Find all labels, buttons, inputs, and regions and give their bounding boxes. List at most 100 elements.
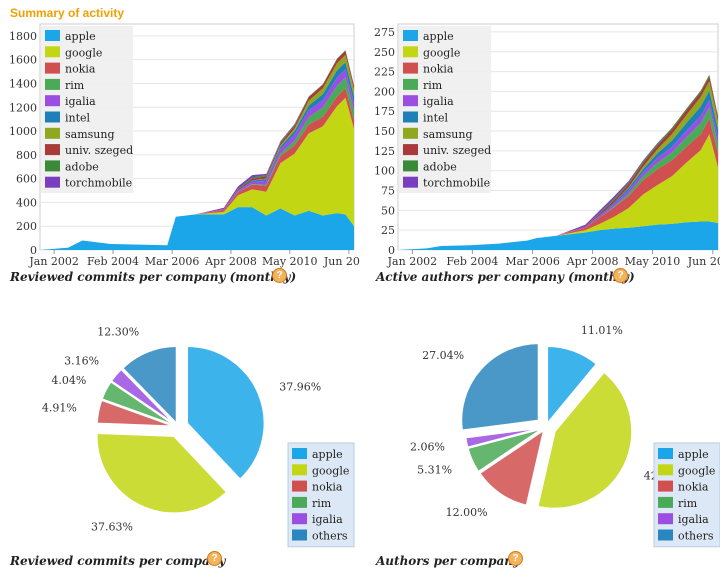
area-series-nokia <box>398 118 718 250</box>
legend-label-torchmobile: torchmobile <box>65 177 132 190</box>
legend-swatch-apple <box>658 448 673 459</box>
y-tick-label: 0 <box>30 244 37 257</box>
legend-label-igalia: igalia <box>65 95 96 108</box>
x-tick-label: Jun 2012 <box>687 255 720 268</box>
x-tick-label: Jan 2002 <box>28 255 79 268</box>
x-tick-label: May 2010 <box>262 255 318 268</box>
legend-swatch-adobe <box>45 160 60 172</box>
pie-label-others: 12.30% <box>97 326 139 339</box>
pie-label-google: 37.63% <box>91 520 133 533</box>
pie-slice-rim <box>101 380 175 426</box>
y-tick-label: 100 <box>374 165 395 178</box>
legend-label-igalia: igalia <box>312 513 343 526</box>
y-tick-label: 50 <box>381 204 395 217</box>
pie-slice-igalia <box>110 368 176 426</box>
legend-swatch-samsung <box>403 127 418 139</box>
y-tick-label: 1200 <box>9 101 37 114</box>
pie-slice-nokia <box>478 428 545 507</box>
pie-label-rim: 4.04% <box>51 374 86 387</box>
authors-pie-caption: Authors per company <box>376 554 520 568</box>
legend-label-apple: apple <box>423 30 454 43</box>
area-series-apple <box>398 221 718 250</box>
pie-slice-others <box>460 342 540 432</box>
legend-label-univ-szeged: univ. szeged <box>423 144 491 157</box>
y-tick-label: 400 <box>16 196 37 209</box>
legend-label-samsung: samsung <box>65 128 115 141</box>
commits-monthly-chart: 0 200 400 600 800 1000 1200 1400 1600 1800 Jan 200… <box>9 23 360 268</box>
legend-swatch-apple <box>45 30 60 41</box>
authors-monthly-caption: Active authors per company (monthly) <box>376 270 635 284</box>
legend-swatch-nokia <box>658 480 673 492</box>
pie-slice-apple <box>546 345 598 426</box>
pie-label-others: 27.04% <box>422 349 464 362</box>
area-series-google <box>398 134 718 250</box>
legend-label-adobe: adobe <box>65 160 99 173</box>
legend-swatch-rim <box>45 78 60 90</box>
pie-slice-rim <box>466 427 543 473</box>
help-icon[interactable]: ? <box>272 268 287 283</box>
y-tick-label: 25 <box>381 224 395 237</box>
legend-swatch-intel <box>45 111 60 123</box>
legend-label-google: google <box>312 464 349 477</box>
legend-swatch-nokia <box>292 480 307 492</box>
legend-label-others: others <box>312 530 348 543</box>
legend-label-rim: rim <box>312 497 332 510</box>
legend-label-univ-szeged: univ. szeged <box>65 144 133 157</box>
x-tick-label: Feb 2004 <box>446 255 498 268</box>
legend-label-intel: intel <box>423 112 449 125</box>
pie-slice-google <box>96 432 228 514</box>
pie-label-igalia: 2.06% <box>410 441 445 454</box>
pie-label-nokia: 12.00% <box>446 506 488 519</box>
help-icon[interactable]: ? <box>207 551 222 566</box>
legend-label-adobe: adobe <box>423 160 457 173</box>
legend-swatch-intel <box>403 111 418 123</box>
y-tick-label: 0 <box>388 244 395 257</box>
legend-swatch-apple <box>292 448 307 459</box>
x-tick-label: Jun 2012 <box>323 255 360 268</box>
pie-label-rim: 5.31% <box>417 463 452 476</box>
legend-swatch-others <box>292 529 307 541</box>
y-tick-label: 225 <box>374 66 395 79</box>
legend-label-torchmobile: torchmobile <box>423 177 490 190</box>
legend-label-nokia: nokia <box>423 63 454 76</box>
y-tick-label: 800 <box>16 149 37 162</box>
legend-label-apple: apple <box>65 30 96 43</box>
legend-swatch-torchmobile <box>45 176 60 188</box>
legend-label-rim: rim <box>678 497 698 510</box>
x-tick-label: May 2010 <box>625 255 681 268</box>
legend-swatch-rim <box>658 496 673 508</box>
x-tick-label: Apr 2008 <box>566 255 619 268</box>
legend-swatch-nokia <box>45 62 60 74</box>
legend-swatch-torchmobile <box>403 176 418 188</box>
legend-swatch-others <box>658 529 673 541</box>
page-title: Summary of activity <box>10 6 125 20</box>
area-series-apple <box>40 207 354 250</box>
pie-slice-apple <box>186 345 266 481</box>
authors-monthly-chart: 0 25 50 75 100 125 150 175 200 225 250 275 Jan 2002 F… <box>374 23 720 268</box>
y-tick-label: 75 <box>381 185 395 198</box>
authors-pie-chart: 11.01%42.58%12.00%5.31%2.06%27.04%appleg… <box>410 324 720 548</box>
legend-label-others: others <box>678 530 714 543</box>
y-tick-label: 1000 <box>9 125 37 138</box>
legend-label-samsung: samsung <box>423 128 473 141</box>
legend-swatch-univ-szeged <box>403 144 418 156</box>
y-tick-label: 175 <box>374 105 395 118</box>
commits-pie-chart: 37.96% 37.63% 4.91% 4.04% 3.16% 12.30% apple go… <box>42 326 355 548</box>
y-tick-label: 150 <box>374 125 395 138</box>
help-icon[interactable]: ? <box>613 268 628 283</box>
x-tick-label: Jan 2002 <box>387 255 438 268</box>
legend-swatch-google <box>658 464 673 476</box>
legend-swatch-google <box>45 46 60 58</box>
y-tick-label: 1600 <box>9 54 37 67</box>
legend-swatch-rim <box>403 78 418 90</box>
legend-swatch-google <box>292 464 307 476</box>
legend-label-nokia: nokia <box>678 481 709 494</box>
x-tick-label: Mar 2006 <box>505 255 560 268</box>
legend-swatch-igalia <box>658 513 673 525</box>
legend-label-nokia: nokia <box>312 481 343 494</box>
area-series-google <box>40 97 354 250</box>
help-icon[interactable]: ? <box>508 551 523 566</box>
legend-swatch-igalia <box>45 95 60 107</box>
legend-label-google: google <box>423 46 460 59</box>
